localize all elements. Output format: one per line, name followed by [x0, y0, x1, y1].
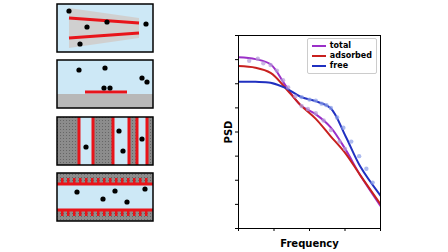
svg-text:Frequency: Frequency — [280, 238, 339, 249]
html-text:adsorbed: adsorbed — [329, 51, 372, 60]
html-text:total: total — [329, 41, 352, 50]
svg-text:PSD: PSD — [223, 121, 234, 144]
html-text:free: free — [329, 61, 349, 70]
